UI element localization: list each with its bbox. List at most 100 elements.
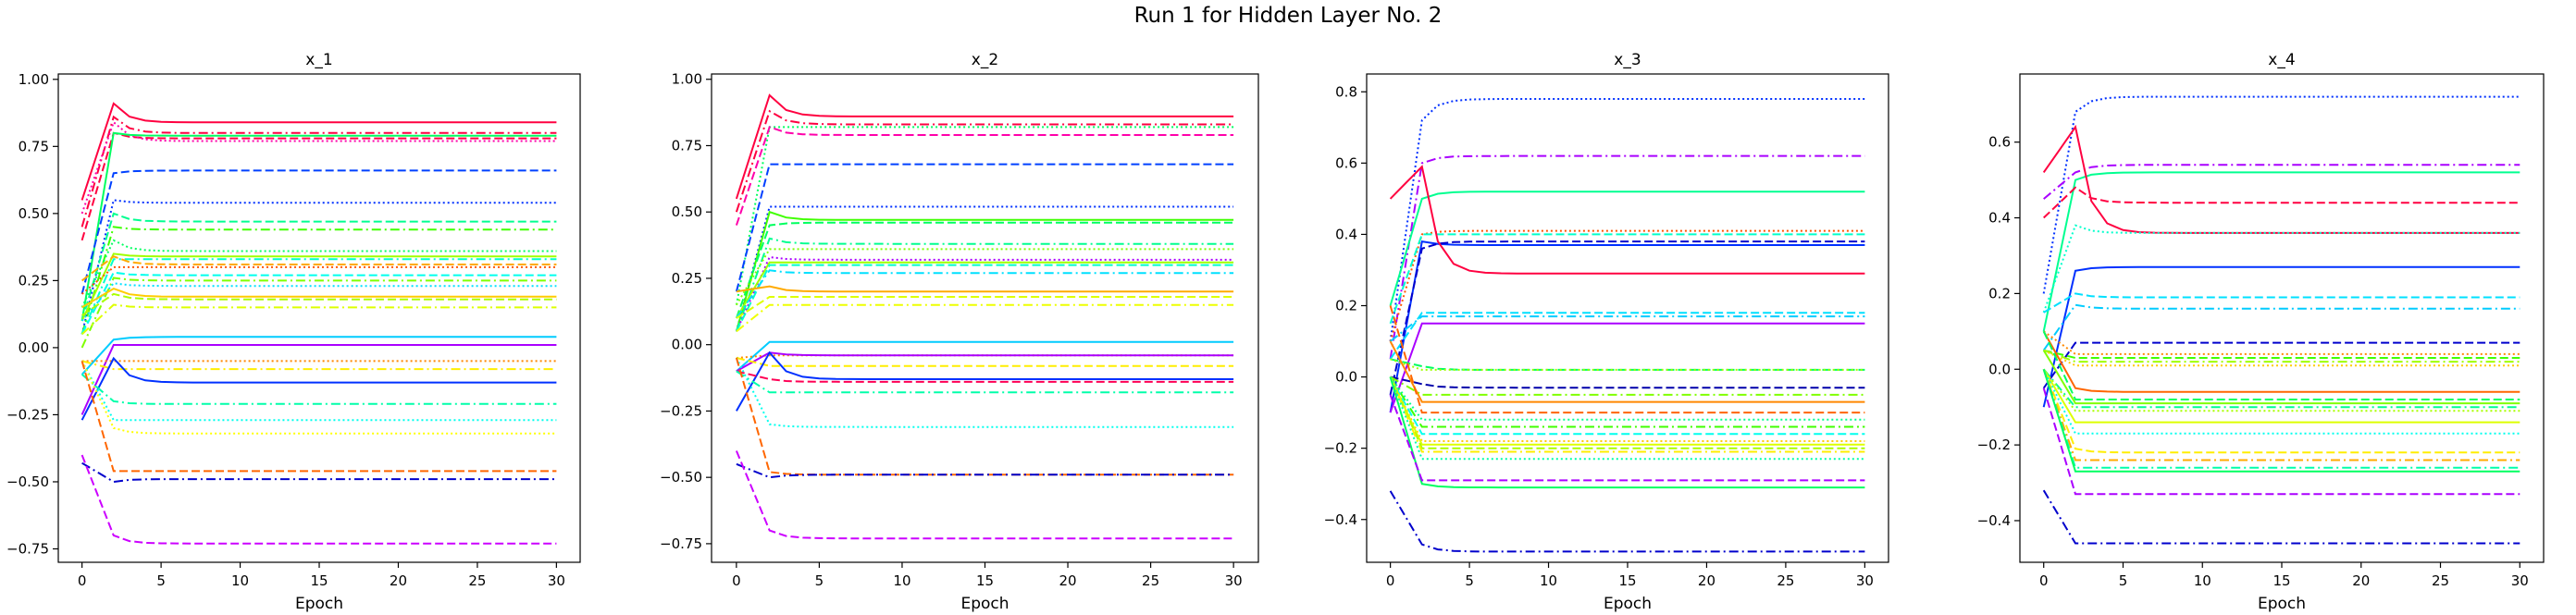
series-line-22 [1389,376,1865,446]
series-line-13 [1390,358,1865,371]
y-tick-label: 0.6 [1335,154,1357,171]
series-line-3 [80,131,557,241]
series-line-1 [80,102,557,201]
y-tick-label: −0.75 [660,535,702,552]
series-line-7 [735,210,1234,332]
subplot-2: 0 5 10 15 20 25 30 −0.75 −0.50 −0.25 0.00 0.25 0.50 0… [660,51,1259,613]
figure-title: Run 1 for Hidden Layer No. 2 [1133,4,1443,28]
subplot-title: x_1 [305,51,332,69]
series-line-1 [735,93,1234,200]
series-line-15 [2042,330,2520,393]
series-line-26 [2042,387,2520,496]
series-line-24 [2042,368,2520,469]
series-line-26 [1389,376,1865,489]
x-tick-label: 10 [1540,572,1557,589]
series-line-13 [2043,349,2520,363]
x-tick-label: 20 [1698,572,1715,589]
series-line-28 [80,360,557,435]
series-line-1 [2042,95,2520,294]
series-line-16 [2042,330,2520,400]
series-line-25 [1389,376,1865,461]
series-line-19 [2042,368,2520,412]
y-tick-label: 1.00 [672,71,702,88]
y-tick-label: 1.00 [19,71,49,88]
series-line-3 [735,126,1234,305]
series-line-14 [2043,349,2520,367]
x-tick-label: 0 [1386,572,1395,589]
subplot-4: 0 5 10 15 20 25 30 −0.4 −0.2 0.0 0.2 0.4 0.6 x_4 Epoch [1977,51,2545,613]
series-line-21 [80,336,557,375]
x-tick-label: 15 [976,572,994,589]
subplot-1: 0 5 10 15 20 25 30 −0.75 −0.50 −0.25 0.00 0.25 0.50 0… [6,51,581,613]
series-line-20 [1389,376,1865,436]
subplot-title: x_2 [972,51,998,69]
x-tick-label: 0 [78,572,87,589]
series-line-2 [735,109,1234,213]
series-line-26 [80,374,557,405]
series-line-28 [1389,490,1865,553]
series-line-22 [736,351,1234,412]
series-line-2 [2043,164,2520,200]
y-tick-label: 0.50 [19,205,49,222]
series-line-17 [2042,350,2520,405]
axes-frame [711,73,1259,563]
y-tick-label: 0.2 [1988,285,2011,301]
y-tick-label: 0.25 [19,272,49,289]
y-tick-label: 0.4 [1988,210,2011,227]
x-axis-label: Epoch [960,595,1009,613]
series-line-1 [1389,98,1865,342]
y-tick-label: −0.2 [1324,440,1357,457]
y-tick-label: 0.0 [1988,361,2011,377]
series-line-14 [80,265,557,295]
series-line-12 [80,258,557,335]
x-tick-label: 15 [310,572,328,589]
y-tick-label: −0.50 [6,474,49,490]
axes-frame [1366,73,1889,563]
y-tick-label: 0.00 [19,339,49,356]
series-line-10 [2042,341,2520,389]
series-line-17 [736,303,1234,333]
x-tick-label: 25 [1142,572,1159,589]
y-tick-label: 0.75 [672,137,702,154]
x-tick-label: 25 [2432,572,2449,589]
x-tick-label: 30 [2511,572,2529,589]
series-line-18 [2042,368,2520,409]
y-tick-label: 0.00 [672,337,702,353]
series-line-9 [2042,303,2520,351]
x-axis-label: Epoch [2258,595,2306,613]
series-line-17 [80,282,557,322]
x-tick-label: 30 [1856,572,1874,589]
series-line-10 [80,239,557,308]
series-line-5 [2042,124,2520,234]
series-line-21 [736,357,1234,367]
x-tick-label: 10 [2194,572,2211,589]
series-line-7 [1389,240,1865,396]
series-line-26 [735,357,1234,476]
series-line-4 [2043,186,2520,219]
x-axis-label: Epoch [295,595,343,613]
series-line-29 [80,361,557,473]
series-line-3 [1389,191,1865,306]
series-line-16 [1389,340,1865,403]
series-line-14 [1390,375,1865,389]
series-line-8 [80,212,557,322]
series-line-11 [80,252,557,322]
series-line-9 [80,226,557,335]
series-line-5 [80,131,557,322]
x-tick-label: 10 [893,572,910,589]
series-line-6 [80,169,557,295]
series-line-5 [735,163,1234,292]
series-line-27 [2042,489,2520,545]
series-line-21 [2042,368,2520,435]
x-tick-label: 15 [2273,572,2290,589]
x-tick-label: 30 [1225,572,1243,589]
series-line-11 [1389,322,1865,413]
y-tick-label: −0.2 [1977,437,2011,453]
series-line-11 [735,255,1234,332]
series-line-10 [1389,315,1865,342]
series-line-6 [2042,224,2520,314]
axes-frame [2019,73,2545,563]
series-line-2 [1389,154,1865,360]
series-line-4 [735,126,1234,226]
series-line-6 [735,205,1234,332]
